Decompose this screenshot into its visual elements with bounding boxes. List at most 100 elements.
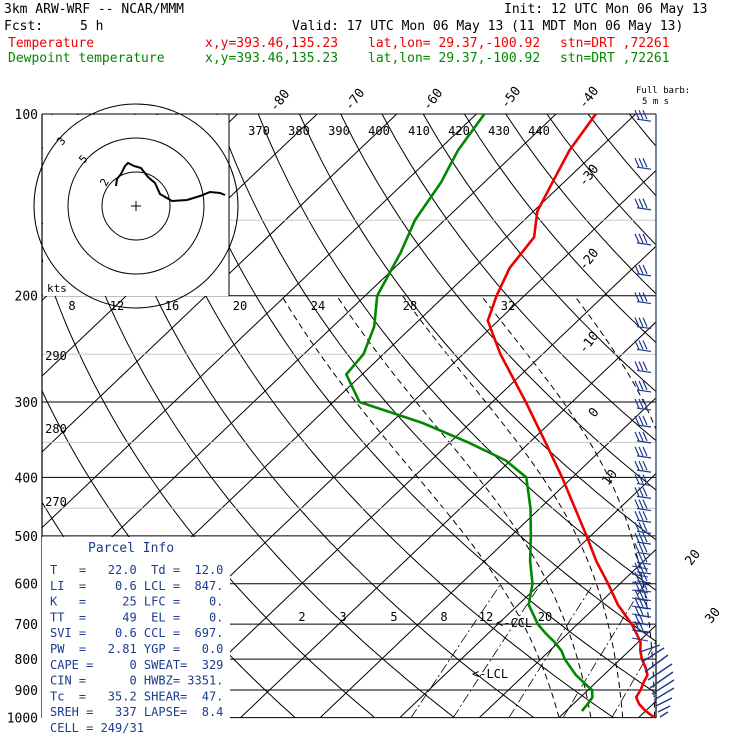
wind-barb xyxy=(636,551,652,556)
wind-barb xyxy=(636,369,652,374)
wind-barb xyxy=(636,629,652,633)
parcel-info-row: LI = 0.6 LCL = 847. xyxy=(50,579,223,593)
moist-adiabat-line xyxy=(402,295,624,718)
dry-adiabat-line xyxy=(381,114,656,442)
wind-barb xyxy=(651,679,675,695)
wind-barb xyxy=(636,507,652,512)
wind-barb-flag xyxy=(638,340,644,350)
dry-adiabat-line xyxy=(175,114,656,694)
pressure-tick-label: 100 xyxy=(15,108,38,123)
wind-barb-flag xyxy=(638,553,644,563)
dewpoint-latlon: lat,lon= 29.37,-100.92 xyxy=(368,51,541,66)
lcl-annotation: <-LCL xyxy=(472,667,508,681)
wind-barb xyxy=(636,561,652,565)
wind-barb-flag xyxy=(634,415,640,426)
isotherm-line xyxy=(718,114,740,718)
mixing-ratio-line xyxy=(611,640,656,718)
isotherm-label: -80 xyxy=(267,87,293,115)
temperature-legend: Temperature xyxy=(8,36,95,51)
pressure-tick-label: 200 xyxy=(15,290,38,305)
isotherm-line xyxy=(42,114,557,605)
wind-barb-flag xyxy=(642,446,648,457)
wind-barb-flag xyxy=(638,233,644,244)
wind-barb-flag xyxy=(634,157,640,168)
wind-barb-flag xyxy=(638,292,644,302)
wind-barb-flag xyxy=(634,431,640,442)
wind-barb xyxy=(636,440,652,444)
dry-adiabat-line xyxy=(546,114,656,246)
isotherm-label: -50 xyxy=(498,84,524,112)
hodograph-axis-label: 16 xyxy=(165,299,179,313)
theta-low-label: 290 xyxy=(45,349,67,363)
theta-label: 390 xyxy=(328,124,350,138)
wind-barb xyxy=(657,705,671,713)
wind-barb-flag xyxy=(642,487,648,497)
wind-barb-flag xyxy=(634,340,640,350)
wind-barb-flag xyxy=(634,460,640,471)
wind-barb-flag xyxy=(638,198,644,209)
init-time: Init: 12 UTC Mon 06 May 13 xyxy=(504,2,708,17)
wind-barb xyxy=(631,565,649,570)
wind-barb-flag xyxy=(634,571,640,582)
valid-time: Valid: 17 UTC Mon 06 May 13 (11 MDT Mon … xyxy=(292,19,684,34)
wind-barb-flag xyxy=(634,543,640,553)
wind-barb-flag xyxy=(642,415,648,426)
wind-barb-flag xyxy=(634,317,640,327)
wind-barb-flag xyxy=(634,474,640,484)
dry-adiabat-line xyxy=(299,114,656,541)
wind-barb xyxy=(636,541,652,545)
isotherm-line xyxy=(319,397,656,718)
wind-barb xyxy=(636,273,652,277)
wind-barb-flag xyxy=(638,380,644,391)
wind-barb-flag xyxy=(638,522,644,532)
parcel-info-title: Parcel Info xyxy=(88,541,174,556)
wind-barb xyxy=(659,711,669,718)
wind-barb xyxy=(636,469,652,473)
wind-barb xyxy=(636,118,652,122)
isotherm-label: 20 xyxy=(683,547,704,569)
wind-barb-flag xyxy=(634,499,640,509)
wind-barb-flag xyxy=(634,597,640,608)
wind-barb-flag xyxy=(634,605,640,616)
wind-barb xyxy=(636,325,652,330)
hodograph-axis-label: 8 xyxy=(68,299,75,313)
mixing-ratio-line xyxy=(508,583,594,718)
isotherm-label: -70 xyxy=(342,86,368,114)
wind-barb xyxy=(649,671,674,689)
parcel-info-row: T = 22.0 Td = 12.0 xyxy=(50,563,223,577)
wind-barb-flag xyxy=(642,292,648,302)
theta-label: 380 xyxy=(288,124,310,138)
mixing-ratio-line xyxy=(452,583,542,718)
wind-barb-flag xyxy=(638,580,644,591)
wind-barb-flag xyxy=(638,109,644,120)
wind-barb xyxy=(631,629,649,634)
dewpoint-trace xyxy=(345,114,594,712)
dry-adiabat-line xyxy=(257,114,656,591)
theta-label: 420 xyxy=(448,124,470,138)
wind-barb-flag xyxy=(638,499,644,509)
wind-barb-flag xyxy=(642,474,648,484)
wind-barb xyxy=(655,697,673,707)
isotherm-label: -30 xyxy=(576,162,602,190)
parcel-info-row: CIN = 0 HWBZ= 3351. xyxy=(50,674,223,688)
hodograph-axis-label: 28 xyxy=(403,299,417,313)
wind-barb xyxy=(636,424,652,428)
theta-low-label: 270 xyxy=(45,495,67,509)
mixing-ratio-label: 8 xyxy=(440,610,447,624)
dry-adiabat-line xyxy=(92,114,536,718)
wind-barb-flag xyxy=(642,562,648,573)
wind-barb-flag xyxy=(638,571,644,582)
dry-adiabat-line xyxy=(422,114,656,393)
parcel-info-row: TT = 49 EL = 0. xyxy=(50,610,223,624)
wind-barb xyxy=(644,654,669,673)
wind-barb xyxy=(636,242,652,246)
pressure-tick-label: 900 xyxy=(15,684,38,699)
wind-barb-flag xyxy=(642,553,648,563)
mixing-ratio-label: 2 xyxy=(298,610,305,624)
wind-barb-flag xyxy=(638,487,644,497)
wind-barb-flag xyxy=(638,264,644,275)
mixing-ratio-label: 3 xyxy=(339,610,346,624)
